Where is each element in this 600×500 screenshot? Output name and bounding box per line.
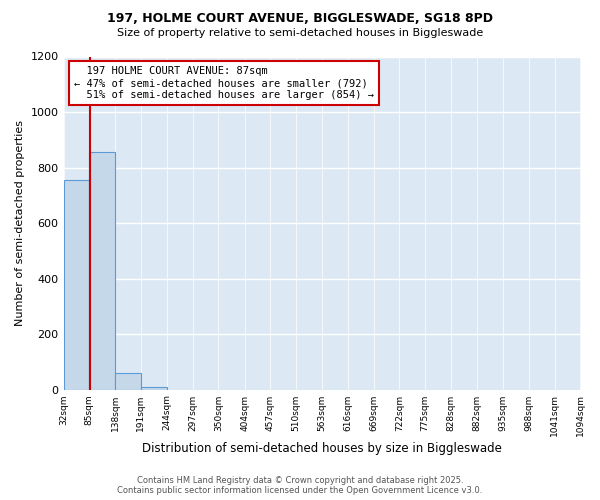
- Text: 197, HOLME COURT AVENUE, BIGGLESWADE, SG18 8PD: 197, HOLME COURT AVENUE, BIGGLESWADE, SG…: [107, 12, 493, 26]
- Bar: [64, 180, 89, 390]
- Text: Contains HM Land Registry data © Crown copyright and database right 2025.
Contai: Contains HM Land Registry data © Crown c…: [118, 476, 482, 495]
- Text: 197 HOLME COURT AVENUE: 87sqm
← 47% of semi-detached houses are smaller (792)
  : 197 HOLME COURT AVENUE: 87sqm ← 47% of s…: [74, 66, 374, 100]
- Bar: [89, 152, 115, 390]
- Y-axis label: Number of semi-detached properties: Number of semi-detached properties: [15, 120, 25, 326]
- Bar: [141, 387, 167, 390]
- Bar: [115, 373, 141, 390]
- Text: Size of property relative to semi-detached houses in Biggleswade: Size of property relative to semi-detach…: [117, 28, 483, 38]
- X-axis label: Distribution of semi-detached houses by size in Biggleswade: Distribution of semi-detached houses by …: [142, 442, 502, 455]
